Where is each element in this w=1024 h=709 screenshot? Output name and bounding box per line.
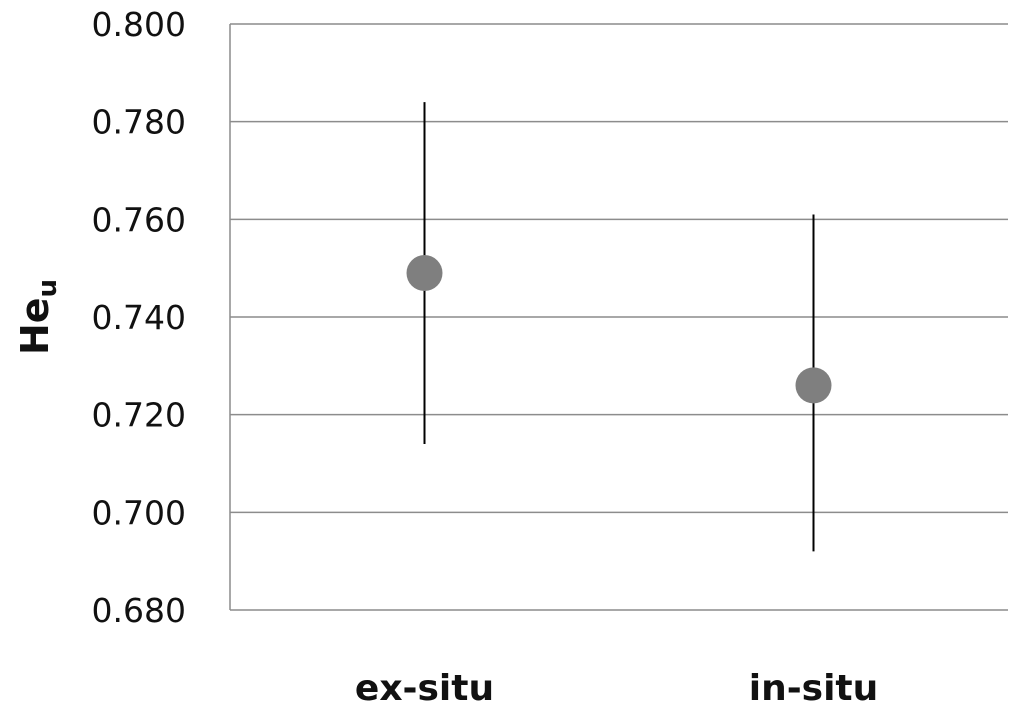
data-point	[406, 255, 443, 292]
category-label: ex-situ	[355, 668, 494, 709]
data-point	[795, 367, 832, 404]
y-tick-label: 0.760	[92, 200, 186, 239]
y-tick-label: 0.700	[92, 493, 186, 532]
category-labels: ex-situ in-situ	[355, 668, 878, 709]
y-tick-labels: 0.800 0.780 0.760 0.740 0.720 0.700 0.680	[92, 5, 186, 630]
y-tick-label: 0.780	[92, 103, 186, 142]
y-axis-label-subscript: u	[33, 279, 63, 298]
y-tick-label: 0.800	[92, 5, 186, 44]
y-axis-label: Heu	[13, 279, 63, 355]
data-points	[406, 255, 832, 404]
y-tick-label: 0.740	[92, 298, 186, 337]
gridlines	[230, 23, 1008, 611]
category-label: in-situ	[749, 668, 879, 709]
y-tick-label: 0.680	[92, 591, 186, 630]
y-axis-label-main: He	[13, 297, 57, 355]
y-tick-label: 0.720	[92, 396, 186, 435]
